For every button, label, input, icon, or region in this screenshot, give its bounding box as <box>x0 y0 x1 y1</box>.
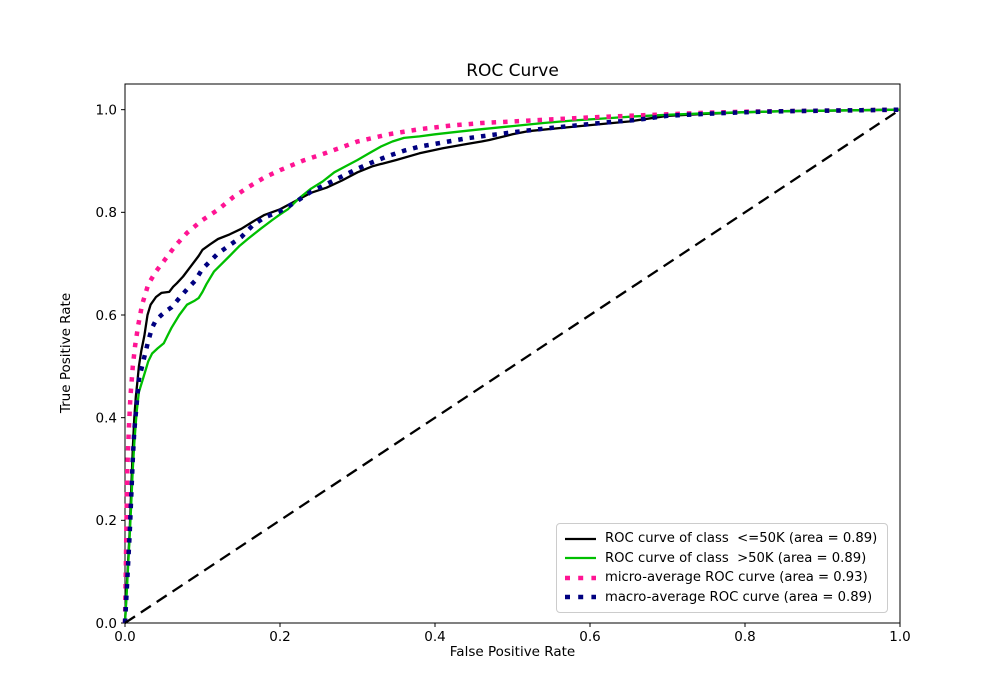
x-tick-label: 0.8 <box>734 629 755 645</box>
micro-average-curve <box>122 107 901 624</box>
legend-label-macro-average: macro-average ROC curve (area = 0.89) <box>605 589 873 605</box>
y-axis-label: True Positive Rate <box>58 292 74 414</box>
x-tick-label: 0.4 <box>424 629 445 645</box>
legend-label-roc-class-le50k: ROC curve of class <=50K (area = 0.89) <box>605 531 878 547</box>
x-axis-label: False Positive Rate <box>449 644 576 660</box>
legend-entry-micro-average: micro-average ROC curve (area = 0.93) <box>564 568 879 588</box>
x-tick-label: 0.0 <box>114 629 135 645</box>
macro-average-curve <box>122 107 901 624</box>
legend-line-sample-roc-class-le50k <box>565 537 596 540</box>
y-tick-label: 0.2 <box>96 513 117 529</box>
legend-label-micro-average: micro-average ROC curve (area = 0.93) <box>605 570 868 586</box>
roc-class-gt50k-curve <box>123 108 901 624</box>
legend-entry-roc-class-gt50k: ROC curve of class >50K (area = 0.89) <box>564 549 879 569</box>
y-tick-label: 1.0 <box>96 102 117 118</box>
y-tick-label: 0.0 <box>96 616 117 632</box>
legend: ROC curve of class <=50K (area = 0.89) RO… <box>556 523 888 613</box>
y-tick-label: 0.6 <box>96 308 117 324</box>
x-tick-label: 1.0 <box>889 629 910 645</box>
axes-spines <box>124 83 901 624</box>
x-tick-label: 0.2 <box>269 629 290 645</box>
legend-label-roc-class-gt50k: ROC curve of class >50K (area = 0.89) <box>605 550 867 566</box>
y-tick-label: 0.8 <box>96 205 117 221</box>
y-tick-label: 0.4 <box>96 410 117 426</box>
legend-line-sample-roc-class-gt50k <box>565 557 596 560</box>
chart-title: ROC Curve <box>466 61 559 81</box>
legend-line-sample-micro-average <box>565 575 596 580</box>
legend-line-sample-macro-average <box>565 595 596 600</box>
legend-entry-macro-average: macro-average ROC curve (area = 0.89) <box>564 588 879 608</box>
x-tick-label: 0.6 <box>579 629 600 645</box>
chance-diagonal-curve <box>124 108 901 624</box>
legend-entry-roc-class-le50k: ROC curve of class <=50K (area = 0.89) <box>564 529 879 549</box>
